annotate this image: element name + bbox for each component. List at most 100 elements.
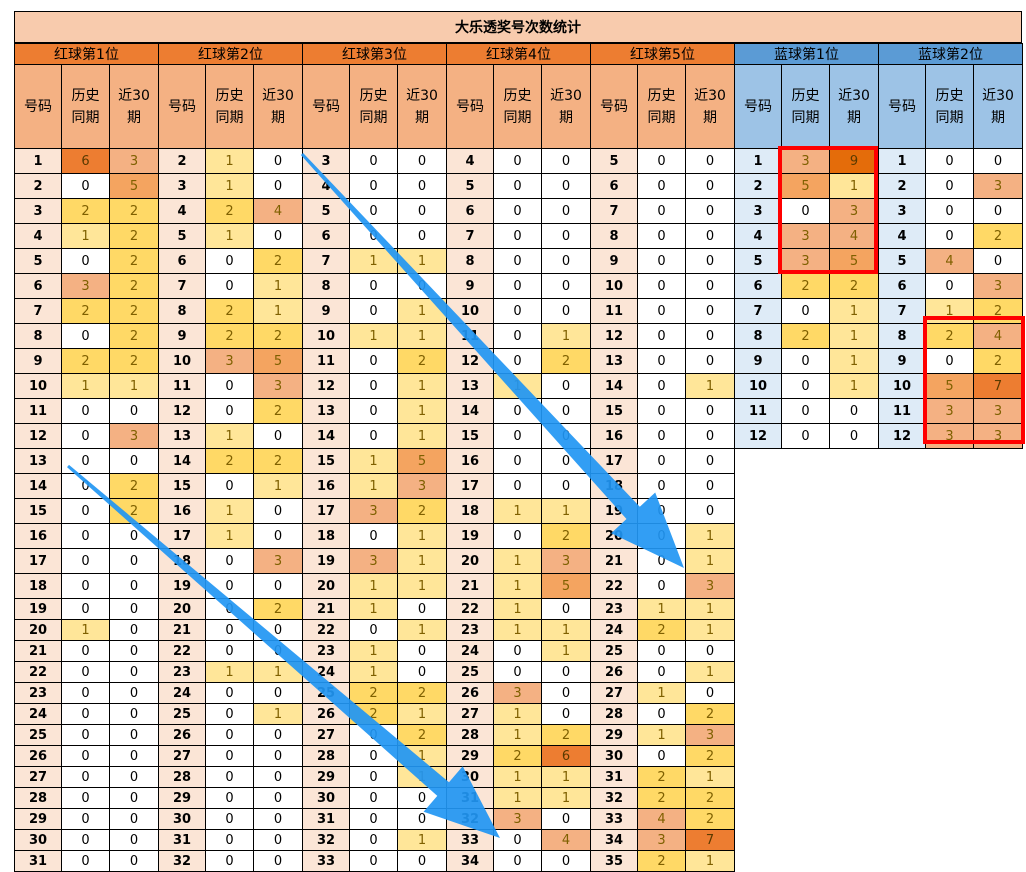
ball-number-cell: 22 — [14, 661, 62, 683]
history-count-cell: 3 — [781, 248, 830, 274]
recent30-count-cell: 1 — [685, 850, 735, 872]
history-count-cell: 0 — [61, 808, 110, 830]
history-count-cell: 0 — [349, 787, 398, 809]
history-count-cell: 1 — [205, 223, 254, 249]
ball-number-cell: 29 — [302, 766, 350, 788]
recent30-count-cell: 0 — [109, 850, 159, 872]
recent30-count-cell: 0 — [829, 398, 879, 424]
ball-number-cell: 6 — [734, 273, 782, 299]
history-count-cell: 3 — [781, 148, 830, 174]
ball-number-cell: 12 — [734, 423, 782, 449]
recent30-count-cell: 0 — [397, 640, 447, 662]
recent30-count-cell: 4 — [541, 829, 591, 851]
recent30-count-cell: 1 — [541, 498, 591, 524]
history-count-cell: 0 — [205, 548, 254, 574]
recent30-count-cell: 0 — [397, 850, 447, 872]
sheet-title: 大乐透奖号次数统计 — [14, 11, 1022, 43]
recent30-count-cell: 0 — [253, 573, 303, 599]
ball-number-cell: 26 — [302, 703, 350, 725]
recent30-count-cell: 9 — [829, 148, 879, 174]
ball-number-cell: 13 — [590, 348, 638, 374]
recent30-count-cell: 0 — [541, 423, 591, 449]
ball-number-cell: 30 — [14, 829, 62, 851]
recent30-count-cell: 0 — [685, 448, 735, 474]
ball-number-cell: 20 — [590, 523, 638, 549]
recent30-count-cell: 0 — [685, 173, 735, 199]
ball-number-cell: 31 — [158, 829, 206, 851]
recent30-count-cell: 1 — [253, 473, 303, 499]
history-count-cell: 0 — [61, 248, 110, 274]
column-header-number: 号码 — [734, 64, 782, 149]
ball-number-cell: 28 — [14, 787, 62, 809]
history-count-cell: 0 — [637, 548, 686, 574]
ball-number-cell: 3 — [734, 198, 782, 224]
history-count-cell: 0 — [637, 248, 686, 274]
ball-number-cell: 10 — [590, 273, 638, 299]
recent30-count-cell: 1 — [685, 373, 735, 399]
recent30-count-cell: 0 — [253, 640, 303, 662]
ball-number-cell: 7 — [446, 223, 494, 249]
recent30-count-cell: 0 — [397, 787, 447, 809]
history-count-cell: 1 — [61, 223, 110, 249]
history-count-cell: 0 — [205, 787, 254, 809]
ball-number-cell: 32 — [158, 850, 206, 872]
recent30-count-cell: 1 — [685, 619, 735, 641]
column-header-recent30: 近30 期 — [829, 64, 879, 149]
recent30-count-cell: 1 — [253, 703, 303, 725]
recent30-count-cell: 2 — [541, 523, 591, 549]
recent30-count-cell: 0 — [541, 198, 591, 224]
history-count-cell: 0 — [493, 473, 542, 499]
history-count-cell: 1 — [493, 619, 542, 641]
history-count-cell: 0 — [61, 498, 110, 524]
recent30-count-cell: 0 — [253, 523, 303, 549]
ball-number-cell: 2 — [158, 148, 206, 174]
recent30-count-cell: 3 — [253, 548, 303, 574]
history-count-cell: 0 — [61, 398, 110, 424]
ball-number-cell: 24 — [590, 619, 638, 641]
recent30-count-cell: 1 — [397, 398, 447, 424]
recent30-count-cell: 0 — [541, 473, 591, 499]
recent30-count-cell: 0 — [109, 724, 159, 746]
recent30-count-cell: 2 — [397, 682, 447, 704]
recent30-count-cell: 2 — [253, 448, 303, 474]
ball-number-cell: 19 — [590, 498, 638, 524]
recent30-count-cell: 0 — [109, 523, 159, 549]
column-header-history: 历史 同期 — [61, 64, 110, 149]
history-count-cell: 3 — [349, 548, 398, 574]
history-count-cell: 1 — [349, 640, 398, 662]
recent30-count-cell: 2 — [685, 808, 735, 830]
history-count-cell: 0 — [493, 640, 542, 662]
history-count-cell: 0 — [637, 523, 686, 549]
history-count-cell: 0 — [349, 766, 398, 788]
ball-number-cell: 2 — [734, 173, 782, 199]
history-count-cell: 0 — [781, 198, 830, 224]
recent30-count-cell: 1 — [397, 548, 447, 574]
recent30-count-cell: 2 — [973, 223, 1023, 249]
history-count-cell: 0 — [349, 423, 398, 449]
history-count-cell: 0 — [61, 473, 110, 499]
ball-number-cell: 12 — [158, 398, 206, 424]
recent30-count-cell: 1 — [397, 573, 447, 599]
recent30-count-cell: 3 — [541, 548, 591, 574]
history-count-cell: 0 — [637, 703, 686, 725]
history-count-cell: 0 — [205, 745, 254, 767]
column-header-number: 号码 — [446, 64, 494, 149]
column-header-history: 历史 同期 — [349, 64, 398, 149]
history-count-cell: 0 — [637, 348, 686, 374]
recent30-count-cell: 0 — [685, 348, 735, 374]
ball-number-cell: 7 — [158, 273, 206, 299]
ball-number-cell: 26 — [158, 724, 206, 746]
history-count-cell: 1 — [493, 573, 542, 599]
ball-number-cell: 12 — [590, 323, 638, 349]
ball-number-cell: 11 — [734, 398, 782, 424]
ball-number-cell: 34 — [446, 850, 494, 872]
ball-number-cell: 11 — [302, 348, 350, 374]
ball-number-cell: 32 — [302, 829, 350, 851]
ball-number-cell: 6 — [446, 198, 494, 224]
history-count-cell: 3 — [637, 829, 686, 851]
ball-number-cell: 29 — [158, 787, 206, 809]
recent30-count-cell: 0 — [541, 598, 591, 620]
recent30-count-cell: 1 — [397, 373, 447, 399]
ball-number-cell: 28 — [590, 703, 638, 725]
history-count-cell: 0 — [205, 640, 254, 662]
